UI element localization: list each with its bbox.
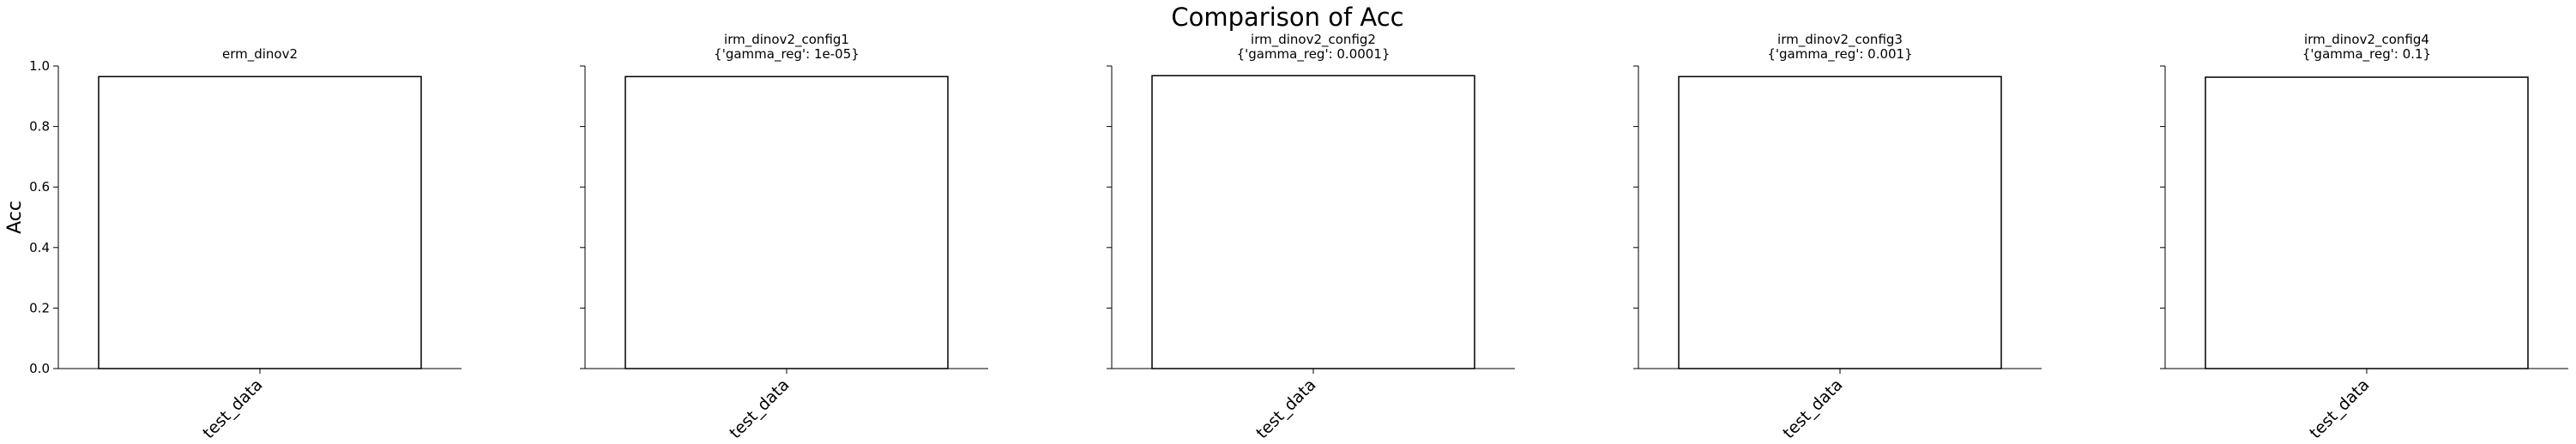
y-axis-label: Acc (4, 201, 26, 234)
panel-5: irm_dinov2_config4{'gamma_reg': 0.1} test… (2160, 32, 2568, 442)
panel-4: irm_dinov2_config3{'gamma_reg': 0.001} te… (1633, 32, 2042, 442)
y-tick-label: 0.0 (29, 361, 50, 376)
panel-title-line: irm_dinov2_config1 (724, 32, 849, 48)
bar (1678, 75, 2002, 369)
y-tick-label: 1.0 (29, 58, 50, 74)
panel-2: irm_dinov2_config1{'gamma_reg': 1e-05} te… (580, 32, 988, 442)
panel-title-line: irm_dinov2_config2 (1251, 32, 1376, 48)
panel-1: erm_dinov2 0.0 0.2 0.4 0.6 0.8 1.0 Acc test_data (4, 46, 462, 442)
panel-title-line: {'gamma_reg': 0.001} (1767, 46, 1912, 63)
x-tick-label: test_data (199, 375, 266, 442)
panel-title-line: {'gamma_reg': 0.1} (2302, 46, 2431, 63)
bar (624, 75, 949, 369)
x-tick-label: test_data (2306, 375, 2373, 442)
y-tick-label: 0.8 (29, 119, 50, 135)
x-tick-label: test_data (1779, 375, 1846, 442)
panel-title-line: irm_dinov2_config3 (1777, 32, 1903, 48)
panel-title-line: erm_dinov2 (222, 46, 298, 63)
x-tick-label: test_data (1252, 375, 1319, 442)
bar (98, 75, 422, 369)
panel-title-line: {'gamma_reg': 1e-05} (714, 46, 860, 63)
bar (2205, 76, 2529, 369)
x-tick-label: test_data (726, 375, 793, 442)
panel-title-line: irm_dinov2_config4 (2304, 32, 2429, 48)
y-tick-label: 0.4 (29, 240, 50, 255)
panels: erm_dinov2 0.0 0.2 0.4 0.6 0.8 1.0 Acc test_data… (4, 32, 2568, 442)
figure-title: Comparison of Acc (1171, 3, 1403, 32)
y-tick-label: 0.2 (29, 300, 50, 315)
bar (1151, 75, 1475, 369)
y-tick-label: 0.6 (29, 179, 50, 195)
panel-title-line: {'gamma_reg': 0.0001} (1237, 46, 1391, 63)
panel-3: irm_dinov2_config2{'gamma_reg': 0.0001} t… (1107, 32, 1515, 442)
